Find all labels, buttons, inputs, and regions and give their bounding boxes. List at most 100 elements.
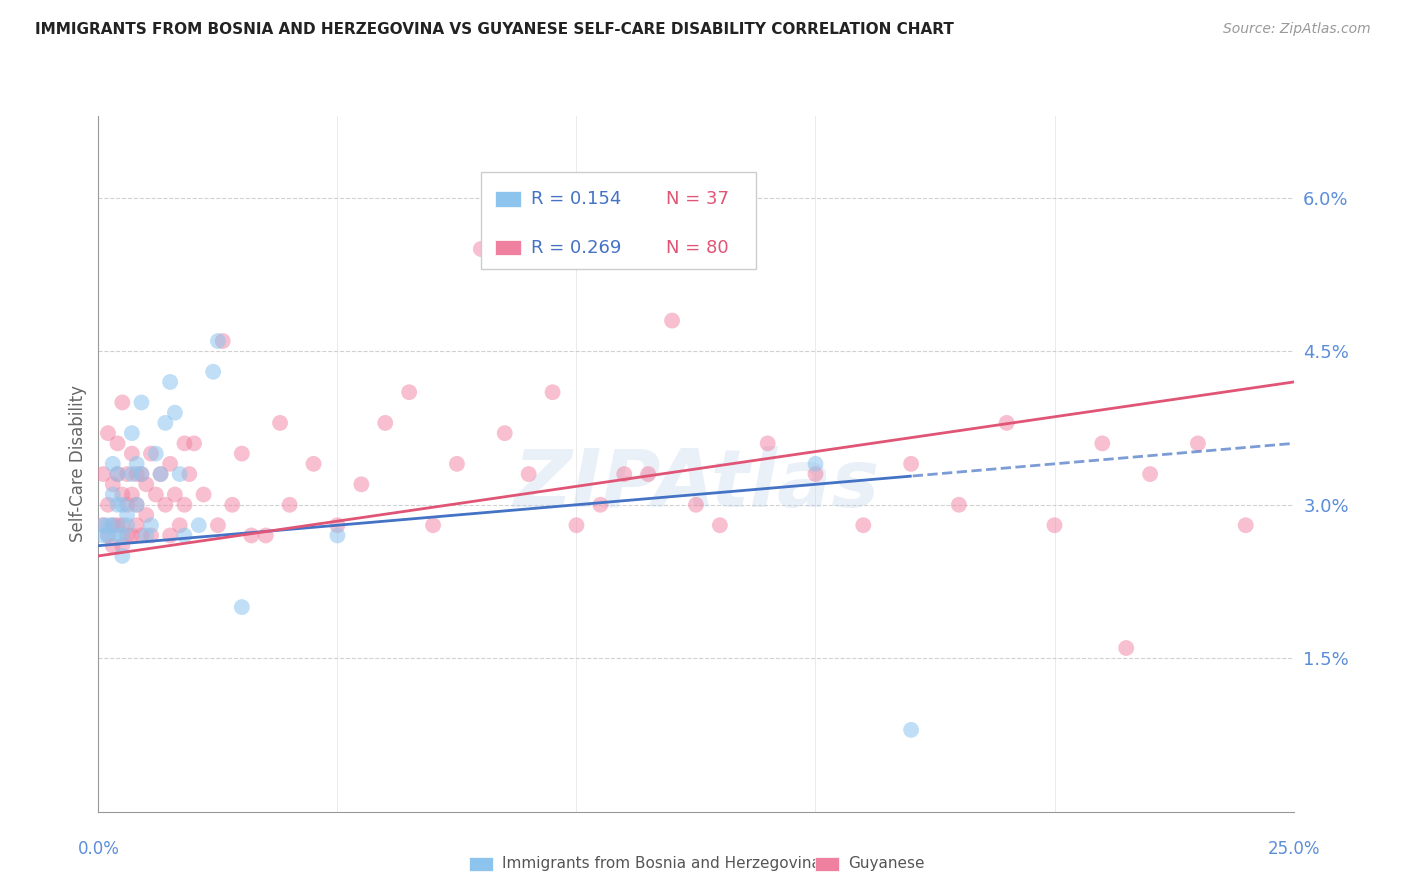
Point: [541, 385, 564, 400]
Point: [685, 498, 707, 512]
Point: [97, 426, 120, 441]
Y-axis label: Self-Care Disability: Self-Care Disability: [69, 385, 87, 542]
Text: Immigrants from Bosnia and Herzegovina: Immigrants from Bosnia and Herzegovina: [502, 856, 821, 871]
Point: [302, 457, 325, 471]
Point: [107, 436, 129, 450]
Point: [91, 518, 114, 533]
Text: 25.0%: 25.0%: [1267, 839, 1320, 857]
Point: [589, 498, 612, 512]
Point: [1234, 518, 1257, 533]
Point: [187, 518, 209, 533]
Point: [121, 528, 143, 542]
Point: [221, 498, 243, 512]
Point: [804, 457, 827, 471]
Point: [1115, 640, 1137, 655]
Text: R = 0.269: R = 0.269: [531, 238, 621, 257]
FancyBboxPatch shape: [481, 171, 756, 269]
Point: [1139, 467, 1161, 481]
Point: [231, 447, 253, 461]
Point: [139, 518, 162, 533]
Point: [155, 416, 177, 430]
Point: [470, 242, 492, 256]
Point: [131, 528, 153, 542]
Point: [139, 447, 162, 461]
Point: [350, 477, 373, 491]
Point: [97, 528, 120, 542]
Point: [131, 467, 153, 481]
Point: [121, 447, 143, 461]
Point: [948, 498, 970, 512]
Point: [995, 416, 1018, 430]
Point: [111, 395, 134, 409]
Point: [159, 457, 181, 471]
Point: [107, 498, 129, 512]
Point: [269, 416, 291, 430]
Point: [374, 416, 396, 430]
Point: [494, 426, 516, 441]
Point: [1043, 518, 1066, 533]
Point: [115, 528, 138, 542]
Point: [111, 528, 134, 542]
Point: [125, 457, 148, 471]
Point: [125, 498, 148, 512]
Point: [422, 518, 444, 533]
Point: [131, 395, 153, 409]
Point: [159, 528, 181, 542]
Point: [1091, 436, 1114, 450]
Point: [145, 447, 167, 461]
Point: [97, 528, 120, 542]
Bar: [470, 857, 494, 871]
Point: [139, 528, 162, 542]
Point: [900, 723, 922, 737]
Point: [398, 385, 420, 400]
Point: [231, 600, 253, 615]
Text: IMMIGRANTS FROM BOSNIA AND HERZEGOVINA VS GUYANESE SELF-CARE DISABILITY CORRELAT: IMMIGRANTS FROM BOSNIA AND HERZEGOVINA V…: [35, 22, 955, 37]
Point: [278, 498, 301, 512]
Text: Guyanese: Guyanese: [848, 856, 924, 871]
Point: [155, 498, 177, 512]
Point: [163, 487, 186, 501]
Point: [111, 518, 134, 533]
Point: [121, 426, 143, 441]
Point: [207, 334, 229, 348]
Point: [326, 528, 349, 542]
Point: [169, 467, 191, 481]
Point: [637, 467, 659, 481]
Point: [240, 528, 263, 542]
Point: [107, 518, 129, 533]
Point: [91, 528, 114, 542]
Text: R = 0.154: R = 0.154: [531, 190, 621, 208]
Point: [900, 457, 922, 471]
Point: [326, 518, 349, 533]
Point: [193, 487, 215, 501]
Point: [149, 467, 172, 481]
Point: [101, 539, 124, 553]
Text: N = 80: N = 80: [666, 238, 728, 257]
Point: [111, 549, 134, 563]
Point: [115, 508, 138, 522]
Text: Source: ZipAtlas.com: Source: ZipAtlas.com: [1223, 22, 1371, 37]
Point: [131, 467, 153, 481]
Point: [173, 436, 195, 450]
Point: [115, 467, 138, 481]
Point: [111, 539, 134, 553]
Point: [804, 467, 827, 481]
Point: [111, 498, 134, 512]
Point: [125, 498, 148, 512]
Point: [613, 467, 636, 481]
Point: [852, 518, 875, 533]
Point: [107, 528, 129, 542]
Point: [163, 406, 186, 420]
Point: [183, 436, 205, 450]
Point: [107, 467, 129, 481]
Bar: [815, 857, 839, 871]
Text: 0.0%: 0.0%: [77, 839, 120, 857]
Point: [135, 508, 157, 522]
Point: [179, 467, 201, 481]
Point: [135, 528, 157, 542]
Point: [101, 518, 124, 533]
Point: [101, 518, 124, 533]
Text: ZIPAtlas: ZIPAtlas: [513, 446, 879, 524]
Point: [517, 467, 540, 481]
Point: [173, 498, 195, 512]
